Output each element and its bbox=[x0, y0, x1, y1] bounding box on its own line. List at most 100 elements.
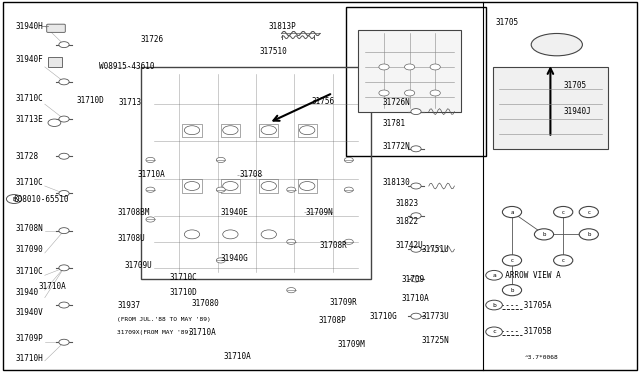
Text: b: b bbox=[542, 232, 546, 237]
Text: 31813P: 31813P bbox=[269, 22, 296, 31]
Circle shape bbox=[59, 228, 69, 234]
Text: 31726: 31726 bbox=[141, 35, 164, 44]
Text: 31709M: 31709M bbox=[337, 340, 365, 349]
Text: a: a bbox=[510, 209, 514, 215]
Text: 31710A: 31710A bbox=[189, 328, 216, 337]
Text: W08915-43610: W08915-43610 bbox=[99, 62, 155, 71]
Circle shape bbox=[430, 64, 440, 70]
Circle shape bbox=[486, 270, 502, 280]
Circle shape bbox=[486, 327, 502, 337]
Circle shape bbox=[48, 119, 61, 126]
Text: b: b bbox=[492, 302, 496, 308]
Bar bbox=[298, 124, 317, 137]
Circle shape bbox=[59, 265, 69, 271]
Circle shape bbox=[430, 90, 440, 96]
Bar bbox=[48, 57, 62, 67]
Text: 31709N: 31709N bbox=[306, 208, 333, 217]
Text: a: a bbox=[492, 273, 496, 278]
Bar bbox=[182, 179, 202, 193]
Text: 31710A: 31710A bbox=[38, 282, 66, 291]
Circle shape bbox=[146, 187, 155, 192]
Bar bbox=[221, 124, 240, 137]
Text: 317510: 317510 bbox=[259, 47, 287, 56]
Circle shape bbox=[146, 157, 155, 163]
Text: 31710C: 31710C bbox=[170, 273, 197, 282]
Text: 31726N: 31726N bbox=[383, 98, 410, 107]
Text: 31708R: 31708R bbox=[320, 241, 348, 250]
Text: © ARROW VIEW A: © ARROW VIEW A bbox=[496, 271, 561, 280]
Text: 31708BM: 31708BM bbox=[117, 208, 150, 217]
Circle shape bbox=[502, 255, 522, 266]
Bar bbox=[221, 179, 240, 193]
Bar bbox=[493, 67, 608, 149]
Circle shape bbox=[59, 190, 69, 196]
Text: 31751U: 31751U bbox=[421, 245, 449, 254]
Circle shape bbox=[59, 339, 69, 345]
Circle shape bbox=[216, 157, 225, 163]
Circle shape bbox=[59, 42, 69, 48]
Circle shape bbox=[534, 229, 554, 240]
Circle shape bbox=[554, 255, 573, 266]
Text: 31708P: 31708P bbox=[318, 316, 346, 325]
Circle shape bbox=[486, 300, 502, 310]
Text: 31710D: 31710D bbox=[170, 288, 197, 296]
Text: 317090: 317090 bbox=[16, 245, 44, 254]
Text: 317080: 317080 bbox=[192, 299, 220, 308]
Text: 31710A: 31710A bbox=[402, 294, 429, 303]
Circle shape bbox=[404, 64, 415, 70]
Text: 31781: 31781 bbox=[383, 119, 406, 128]
Text: 31742U: 31742U bbox=[396, 241, 423, 250]
Circle shape bbox=[59, 302, 69, 308]
Text: c: c bbox=[562, 258, 564, 263]
Text: ß08010-65510: ß08010-65510 bbox=[13, 195, 68, 203]
Text: 31710G: 31710G bbox=[370, 312, 397, 321]
Text: 31710C: 31710C bbox=[16, 94, 44, 103]
Text: 31940G: 31940G bbox=[221, 254, 248, 263]
Text: 31940F: 31940F bbox=[16, 55, 44, 64]
Circle shape bbox=[287, 187, 296, 192]
Text: 31710H: 31710H bbox=[16, 355, 44, 363]
Circle shape bbox=[579, 229, 598, 240]
Circle shape bbox=[502, 285, 522, 296]
Text: 31713E: 31713E bbox=[16, 115, 44, 124]
Text: b: b bbox=[510, 288, 514, 293]
Circle shape bbox=[411, 276, 421, 282]
Bar bbox=[358, 30, 461, 112]
Text: 31725N: 31725N bbox=[421, 336, 449, 345]
Text: 31823: 31823 bbox=[396, 199, 419, 208]
Circle shape bbox=[379, 90, 389, 96]
Text: ^3.7*0068: ^3.7*0068 bbox=[525, 355, 559, 360]
Text: B: B bbox=[12, 196, 16, 202]
Circle shape bbox=[404, 90, 415, 96]
Text: 31709X(FROM MAY '89): 31709X(FROM MAY '89) bbox=[117, 330, 192, 336]
Text: (FROM JUL.'88 TO MAY '89): (FROM JUL.'88 TO MAY '89) bbox=[117, 317, 211, 323]
Circle shape bbox=[146, 217, 155, 222]
Text: 31710C: 31710C bbox=[16, 267, 44, 276]
Circle shape bbox=[6, 195, 22, 203]
Text: 31710A: 31710A bbox=[224, 352, 252, 360]
Text: 31940E: 31940E bbox=[221, 208, 248, 217]
FancyBboxPatch shape bbox=[47, 24, 65, 32]
Text: 31710C: 31710C bbox=[16, 178, 44, 187]
Circle shape bbox=[411, 246, 421, 252]
Text: 31705: 31705 bbox=[496, 18, 519, 27]
Circle shape bbox=[344, 187, 353, 192]
Text: c: c bbox=[492, 329, 496, 334]
Circle shape bbox=[579, 206, 598, 218]
Text: ©---- 31705B: ©---- 31705B bbox=[496, 327, 552, 336]
Circle shape bbox=[411, 183, 421, 189]
Text: 31940V: 31940V bbox=[16, 308, 44, 317]
Circle shape bbox=[411, 313, 421, 319]
Text: 31705: 31705 bbox=[563, 81, 586, 90]
Text: 318130: 318130 bbox=[383, 178, 410, 187]
Circle shape bbox=[411, 146, 421, 152]
Circle shape bbox=[379, 64, 389, 70]
Text: 31708N: 31708N bbox=[16, 224, 44, 233]
Bar bbox=[346, 7, 486, 156]
Circle shape bbox=[216, 187, 225, 192]
Text: 31937: 31937 bbox=[117, 301, 140, 310]
Text: c: c bbox=[588, 209, 590, 215]
Text: b: b bbox=[587, 232, 591, 237]
Circle shape bbox=[287, 288, 296, 293]
Circle shape bbox=[411, 109, 421, 115]
